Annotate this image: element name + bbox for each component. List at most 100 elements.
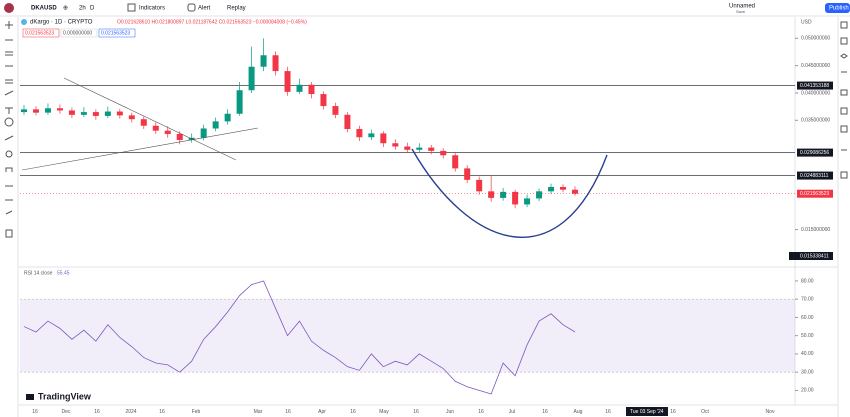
drawing-tools[interactable] — [4, 21, 14, 238]
candle-body — [176, 133, 183, 140]
left-toolbar — [0, 17, 18, 417]
crosshair-date-bg — [626, 407, 668, 416]
interval[interactable]: 2h — [79, 6, 86, 12]
avatar[interactable] — [4, 3, 14, 13]
x-tick-label: 16 — [478, 409, 484, 415]
input-box[interactable] — [98, 28, 136, 38]
candle-body — [356, 129, 363, 138]
candle-body — [572, 189, 578, 194]
currency[interactable]: USD — [801, 19, 812, 25]
candle-body — [464, 168, 471, 180]
candle-body — [296, 84, 303, 92]
right-sidebar[interactable] — [840, 21, 848, 179]
candle-body — [152, 125, 159, 131]
interval-mode[interactable]: D — [90, 6, 95, 12]
candle-body — [332, 106, 339, 115]
legend-input[interactable]: 0.021563523 — [25, 30, 54, 36]
candle-body — [344, 114, 351, 130]
candle-body — [440, 150, 447, 156]
crosshair-date: Tue 03 Sep '24 — [630, 409, 664, 415]
candle-body — [164, 130, 171, 134]
alert-button[interactable]: Alert — [198, 6, 211, 12]
candle-body — [536, 191, 543, 199]
top-bar — [0, 0, 850, 16]
rsi-pane: 80.00 70.00 60.00 50.00 40.00 30.00 20.00 — [20, 278, 814, 395]
trendline — [21, 127, 259, 171]
y-tick-label: 0.045000000 — [801, 63, 830, 69]
y-tick-label: 80.00 — [801, 278, 814, 284]
rsi-line — [23, 280, 576, 395]
add-symbol[interactable]: ⊕ — [63, 6, 68, 12]
brand: TradingView — [38, 391, 92, 401]
x-tick-label: Mar — [254, 409, 263, 415]
legend-input[interactable]: 0.021563523 — [101, 30, 130, 36]
candle-body — [452, 155, 459, 169]
low-label: 0.015338411 — [800, 253, 829, 259]
time-axis: 16 Dec 16 2024 16 Feb Mar 16 Apr 16 May 16 Jun 16 Jul 1… — [32, 409, 775, 415]
rsi-band — [20, 299, 795, 373]
x-tick-label: 16 — [94, 409, 100, 415]
x-tick-label: Oct — [701, 409, 709, 415]
candle-body — [320, 94, 327, 107]
candle-body — [44, 108, 51, 113]
candle-body — [92, 112, 99, 116]
candle-body — [260, 55, 267, 67]
candle-body — [428, 147, 435, 151]
indicators-button[interactable]: Indicators — [139, 6, 165, 12]
y-tick-label: 0.015000000 — [801, 227, 830, 233]
price-line-label: 0.041353188 — [800, 83, 829, 89]
candle-body — [56, 108, 63, 111]
y-tick-label: 20.00 — [801, 388, 814, 394]
candle-body — [488, 191, 495, 198]
price-line-label-bg — [797, 81, 833, 90]
replay-button[interactable]: Replay — [227, 6, 246, 12]
brand-logo — [26, 394, 34, 400]
rsi-value: 55.45 — [57, 270, 70, 276]
curve-drawing — [411, 148, 608, 238]
y-tick-label: 70.00 — [801, 297, 814, 303]
input-box[interactable] — [22, 28, 60, 38]
candle-body — [404, 146, 411, 150]
input-box[interactable] — [60, 28, 98, 38]
x-tick-label: 2024 — [125, 409, 136, 415]
layout-name[interactable]: Unnamed — [729, 4, 755, 10]
x-tick-label: Jun — [446, 409, 454, 415]
x-tick-label: May — [379, 409, 389, 415]
publish-button[interactable]: Publish — [829, 6, 849, 12]
candle-body — [68, 110, 75, 115]
candle-body — [116, 111, 123, 116]
publish-bg[interactable] — [825, 3, 850, 13]
price-pane: 0.050000000 0.045000000 0.040000000 0.03500… — [20, 36, 833, 233]
candle-body — [272, 55, 279, 72]
y-tick-label: 40.00 — [801, 351, 814, 357]
candle-body — [140, 119, 147, 126]
candle-body — [21, 109, 27, 113]
price-line-label-bg — [797, 148, 833, 157]
candle-body — [368, 133, 375, 138]
y-tick-label: 0.035000000 — [801, 118, 830, 124]
candle-body — [560, 186, 567, 190]
rsi-name: RSI 14 close — [24, 270, 53, 276]
alert-icon — [187, 3, 196, 12]
candle-body — [32, 109, 39, 113]
last-price-bg — [797, 189, 833, 198]
candle-body — [80, 112, 87, 115]
candle-body — [224, 113, 231, 122]
candle-body — [248, 66, 255, 91]
x-tick-label: 16 — [605, 409, 611, 415]
legend-title: dKargo · 1D · CRYPTO — [30, 20, 93, 26]
x-tick-label: Nov — [766, 409, 775, 415]
candle-body — [212, 121, 219, 129]
candle-body — [512, 191, 519, 205]
x-tick-label: 16 — [32, 409, 38, 415]
x-tick-label: 16 — [350, 409, 356, 415]
x-tick-label: Apr — [318, 409, 326, 415]
x-tick-label: 16 — [285, 409, 291, 415]
indicators-icon — [127, 3, 136, 12]
price-line-label-bg — [797, 171, 833, 180]
symbol[interactable]: DKAUSD — [31, 6, 57, 12]
legend-input[interactable]: 0.000000000 — [63, 30, 92, 36]
candle-body — [500, 191, 507, 198]
candle-body — [476, 179, 483, 192]
